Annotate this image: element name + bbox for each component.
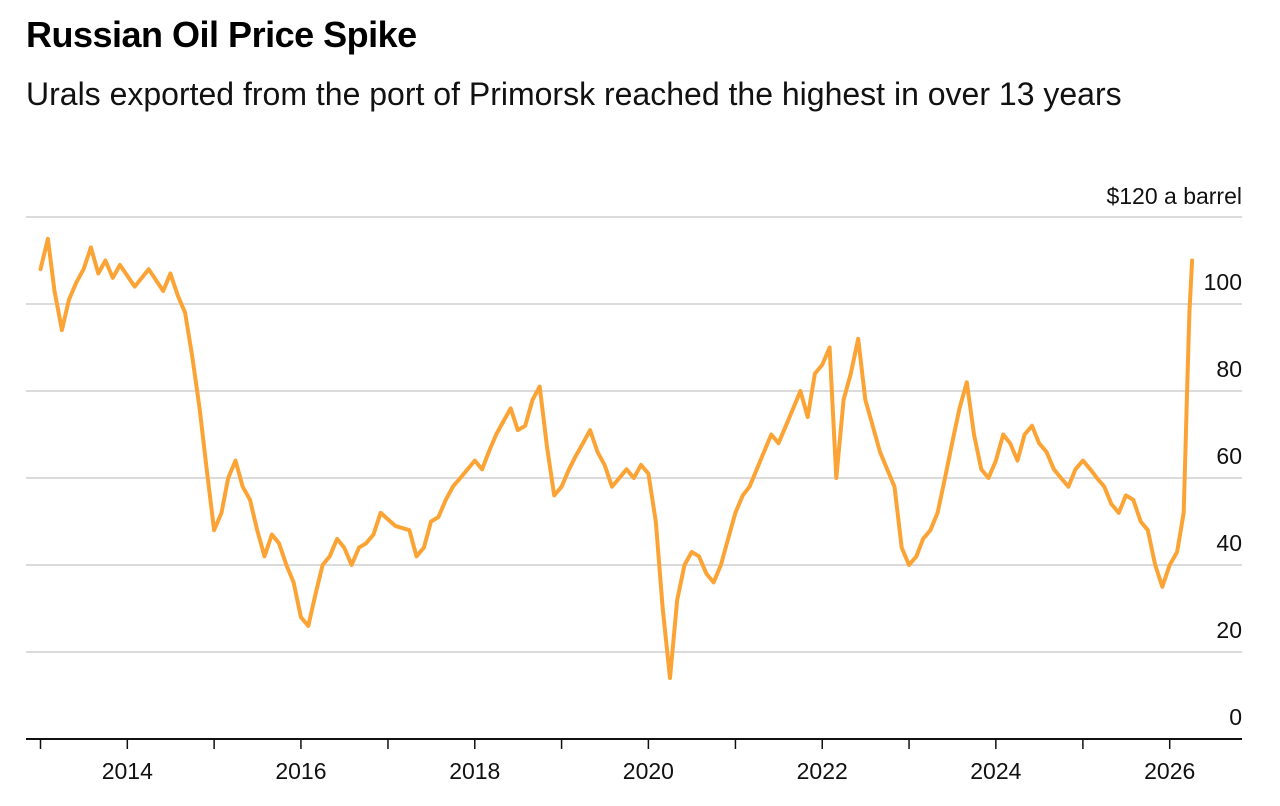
y-tick-label: 0 <box>1229 704 1242 730</box>
chart-subtitle: Urals exported from the port of Primorsk… <box>26 76 1122 112</box>
y-tick-label: 80 <box>1216 356 1242 382</box>
x-tick-label: 2018 <box>449 758 500 784</box>
x-tick-label: 2022 <box>797 758 848 784</box>
y-tick-label: 40 <box>1216 530 1242 556</box>
x-tick-label: 2020 <box>623 758 674 784</box>
y-axis-labels: 0 20 40 60 80 100 <box>1204 269 1242 730</box>
x-axis-ticks: 2014 2016 2018 2020 2022 2024 2026 <box>39 739 1195 784</box>
x-tick-label: 2014 <box>102 758 153 784</box>
y-unit-label: $120 a barrel <box>1106 183 1242 209</box>
x-tick-label: 2024 <box>970 758 1021 784</box>
x-tick-label: 2026 <box>1144 758 1195 784</box>
series-line-0 <box>38 236 1195 681</box>
gridlines <box>26 216 1242 653</box>
series-layer <box>38 236 1195 681</box>
x-tick-label: 2016 <box>275 758 326 784</box>
y-tick-label: 100 <box>1204 269 1242 295</box>
y-tick-label: 60 <box>1216 443 1242 469</box>
chart-title: Russian Oil Price Spike <box>26 14 417 55</box>
y-tick-label: 20 <box>1216 617 1242 643</box>
